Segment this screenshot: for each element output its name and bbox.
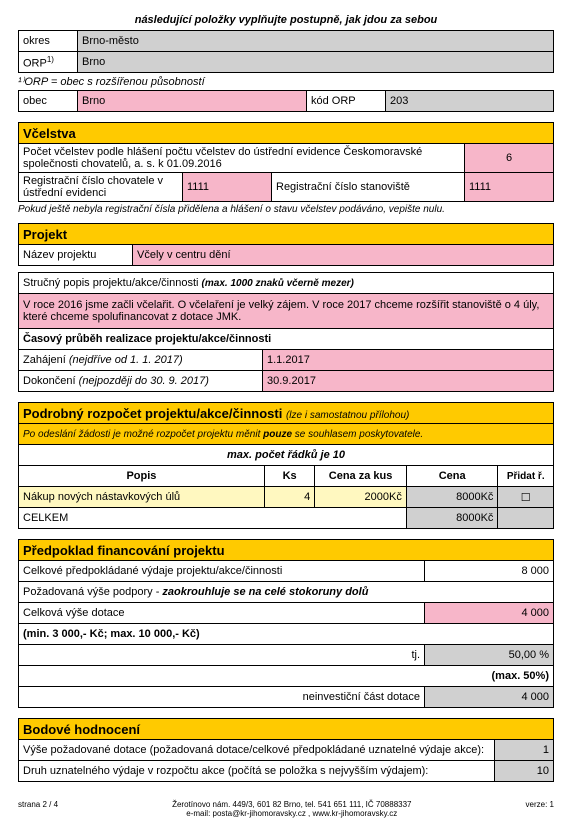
score-r2-value: 10 <box>495 761 554 782</box>
reg-chovatel-label: Registrační číslo chovatele v ústřední e… <box>19 173 183 202</box>
reg-stanoviste-label: Registrační číslo stanoviště <box>272 173 465 202</box>
financing-header: Předpoklad financování projektu <box>19 540 554 561</box>
orp-label: ORP1) <box>19 52 78 73</box>
fin-max-pct: (max. 50%) <box>19 666 554 687</box>
projekt-name-label: Název projektu <box>19 245 133 266</box>
fin-total-value: 8 000 <box>425 561 554 582</box>
financing-section: Předpoklad financování projektu Celkové … <box>18 539 554 708</box>
projekt-name-value[interactable]: Včely v centru dění <box>133 245 554 266</box>
obec-value[interactable]: Brno <box>78 91 307 112</box>
orp-footnote: ¹⁾ORP = obec s rozšířenou působností <box>18 75 554 88</box>
budget-col-cena-kus: Cena za kus <box>315 466 407 487</box>
budget-section: Podrobný rozpočet projektu/akce/činnosti… <box>18 402 554 529</box>
location-table: okres Brno-město ORP1) Brno <box>18 30 554 73</box>
footer-center: Žerotínovo nám. 449/3, 601 82 Brno, tel.… <box>58 800 526 818</box>
projekt-section: Projekt Název projektu Včely v centru dě… <box>18 223 554 266</box>
fin-note: Požadovaná výše podpory - zaokrouhluje s… <box>19 582 554 603</box>
score-r1-value: 1 <box>495 740 554 761</box>
score-section: Bodové hodnocení Výše požadované dotace … <box>18 718 554 782</box>
footer-page: strana 2 / 4 <box>18 800 58 818</box>
okres-label: okres <box>19 31 78 52</box>
fin-total-label: Celkové předpokládané výdaje projektu/ak… <box>19 561 425 582</box>
projekt-end-label: Dokončení (nejpozději do 30. 9. 2017) <box>19 371 263 392</box>
budget-col-cena: Cena <box>406 466 498 487</box>
budget-add-button[interactable]: ☐ <box>498 487 554 508</box>
fin-pct-value: 50,00 % <box>425 645 554 666</box>
budget-row-cena-kus[interactable]: 2000Kč <box>315 487 407 508</box>
budget-header: Podrobný rozpočet projektu/akce/činnosti… <box>19 403 554 424</box>
reg-stanoviste-value[interactable]: 1111 <box>465 173 554 202</box>
vcelstva-count-label: Počet včelstev podle hlášení počtu včels… <box>19 144 465 173</box>
budget-note: Po odeslání žádosti je možné rozpočet pr… <box>19 424 554 445</box>
okres-value: Brno-město <box>78 31 554 52</box>
fin-limits: (min. 3 000,- Kč; max. 10 000,- Kč) <box>19 624 554 645</box>
budget-col-ks: Ks <box>264 466 314 487</box>
obec-table: obec Brno kód ORP 203 <box>18 90 554 112</box>
fin-pct-label: tj. <box>19 645 425 666</box>
vcelstva-section: Včelstva Počet včelstev podle hlášení po… <box>18 122 554 202</box>
score-r2-label: Druh uznatelného výdaje v rozpočtu akce … <box>19 761 495 782</box>
instruction-text: následující položky vyplňujte postupně, … <box>18 14 554 26</box>
score-r1-label: Výše požadované dotace (požadovaná dotac… <box>19 740 495 761</box>
budget-max: max. počet řádků je 10 <box>19 445 554 466</box>
budget-row-popis[interactable]: Nákup nových nástavkových úlů <box>19 487 265 508</box>
kod-orp-label: kód ORP <box>307 91 386 112</box>
projekt-desc-label: Stručný popis projektu/akce/činnosti (ma… <box>19 273 554 294</box>
fin-neinv-label: neinvestiční část dotace <box>19 687 425 708</box>
kod-orp-value: 203 <box>386 91 554 112</box>
projekt-desc-value[interactable]: V roce 2016 jsme začli včelařit. O včela… <box>19 294 554 329</box>
projekt-start-label: Zahájení (nejdříve od 1. 1. 2017) <box>19 350 263 371</box>
score-header: Bodové hodnocení <box>19 719 554 740</box>
projekt-desc-table: Stručný popis projektu/akce/činnosti (ma… <box>18 272 554 392</box>
orp-value: Brno <box>78 52 554 73</box>
budget-col-popis: Popis <box>19 466 265 487</box>
vcelstva-header: Včelstva <box>19 123 554 144</box>
projekt-end-value[interactable]: 30.9.2017 <box>263 371 554 392</box>
projekt-start-value[interactable]: 1.1.2017 <box>263 350 554 371</box>
vcelstva-note: Pokud ještě nebyla registrační čísla při… <box>18 204 554 215</box>
budget-total-label: CELKEM <box>19 508 407 529</box>
fin-dotace-label: Celková výše dotace <box>19 603 425 624</box>
vcelstva-count-value[interactable]: 6 <box>465 144 554 173</box>
page-footer: strana 2 / 4 Žerotínovo nám. 449/3, 601 … <box>18 800 554 818</box>
footer-version: verze: 1 <box>526 800 554 818</box>
fin-dotace-value[interactable]: 4 000 <box>425 603 554 624</box>
obec-label: obec <box>19 91 78 112</box>
budget-total-value: 8000Kč <box>406 508 498 529</box>
budget-row-cena: 8000Kč <box>406 487 498 508</box>
budget-row-ks[interactable]: 4 <box>264 487 314 508</box>
reg-chovatel-value[interactable]: 1111 <box>183 173 272 202</box>
budget-total-blank <box>498 508 554 529</box>
projekt-time-label: Časový průběh realizace projektu/akce/či… <box>19 329 554 350</box>
budget-col-add: Přidat ř. <box>498 466 554 487</box>
fin-neinv-value: 4 000 <box>425 687 554 708</box>
projekt-header: Projekt <box>19 224 554 245</box>
